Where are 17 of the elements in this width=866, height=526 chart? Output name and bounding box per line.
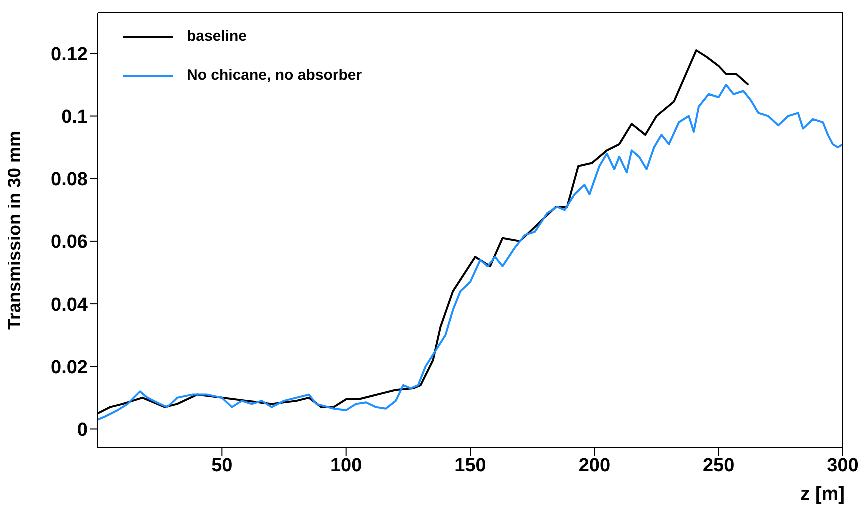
y-tick-label: 0.06 (51, 232, 88, 254)
y-tick-label: 0.04 (51, 294, 88, 316)
y-tick-label: 0.02 (51, 357, 88, 378)
x-tick-label: 150 (454, 455, 486, 476)
y-tick-label: 0.12 (51, 44, 88, 66)
x-tick-label: 100 (330, 455, 362, 476)
x-axis-title: z [m] (800, 484, 845, 505)
y-tick-label: 0.08 (51, 170, 88, 191)
line-series (98, 84, 843, 421)
y-tick-label: 0 (77, 420, 88, 441)
x-tick-label: 200 (578, 455, 611, 476)
x-tick-label: 250 (702, 455, 735, 476)
legend-label: No chicane, no absorber (187, 67, 362, 84)
x-tick-label: 50 (212, 455, 233, 476)
y-tick-label: 0.1 (62, 107, 88, 128)
x-tick-label: 300 (827, 455, 859, 476)
legend-label: baseline (187, 28, 248, 45)
